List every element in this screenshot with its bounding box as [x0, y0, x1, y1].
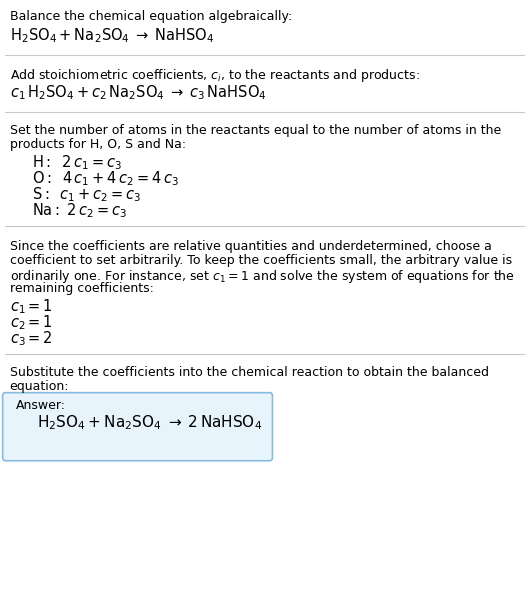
- Text: Since the coefficients are relative quantities and underdetermined, choose a: Since the coefficients are relative quan…: [10, 240, 491, 253]
- Text: $c_1 = 1$: $c_1 = 1$: [10, 297, 52, 316]
- Text: Set the number of atoms in the reactants equal to the number of atoms in the: Set the number of atoms in the reactants…: [10, 124, 501, 137]
- Text: ordinarily one. For instance, set $c_1 = 1$ and solve the system of equations fo: ordinarily one. For instance, set $c_1 =…: [10, 268, 515, 285]
- Text: remaining coefficients:: remaining coefficients:: [10, 282, 153, 295]
- Text: $\mathrm{O:}\;\; 4\,c_1 + 4\,c_2 = 4\,c_3$: $\mathrm{O:}\;\; 4\,c_1 + 4\,c_2 = 4\,c_…: [32, 170, 178, 188]
- Text: products for H, O, S and Na:: products for H, O, S and Na:: [10, 138, 186, 151]
- Text: coefficient to set arbitrarily. To keep the coefficients small, the arbitrary va: coefficient to set arbitrarily. To keep …: [10, 254, 512, 266]
- Text: $\mathrm{S:}\;\; c_1 + c_2 = c_3$: $\mathrm{S:}\;\; c_1 + c_2 = c_3$: [32, 186, 141, 205]
- Text: Balance the chemical equation algebraically:: Balance the chemical equation algebraica…: [10, 10, 292, 22]
- Text: $c_2 = 1$: $c_2 = 1$: [10, 314, 52, 333]
- Text: Add stoichiometric coefficients, $c_i$, to the reactants and products:: Add stoichiometric coefficients, $c_i$, …: [10, 67, 419, 84]
- Text: $c_3 = 2$: $c_3 = 2$: [10, 330, 52, 348]
- Text: Answer:: Answer:: [16, 399, 66, 412]
- Text: equation:: equation:: [10, 380, 69, 393]
- Text: Substitute the coefficients into the chemical reaction to obtain the balanced: Substitute the coefficients into the che…: [10, 365, 488, 379]
- Text: $\mathrm{H:}\;\; 2\,c_1 = c_3$: $\mathrm{H:}\;\; 2\,c_1 = c_3$: [32, 154, 122, 172]
- Text: $c_1\,\mathrm{H_2SO_4} + c_2\,\mathrm{Na_2SO_4} \;\rightarrow\; c_3\,\mathrm{NaH: $c_1\,\mathrm{H_2SO_4} + c_2\,\mathrm{Na…: [10, 84, 266, 103]
- Text: $\mathrm{H_2SO_4 + Na_2SO_4 \;\rightarrow\; 2\,NaHSO_4}$: $\mathrm{H_2SO_4 + Na_2SO_4 \;\rightarro…: [37, 414, 262, 432]
- Text: $\mathrm{Na:}\; 2\,c_2 = c_3$: $\mathrm{Na:}\; 2\,c_2 = c_3$: [32, 202, 126, 220]
- FancyBboxPatch shape: [3, 393, 272, 461]
- Text: $\mathrm{H_2SO_4 + Na_2SO_4 \;\rightarrow\; NaHSO_4}$: $\mathrm{H_2SO_4 + Na_2SO_4 \;\rightarro…: [10, 27, 214, 46]
